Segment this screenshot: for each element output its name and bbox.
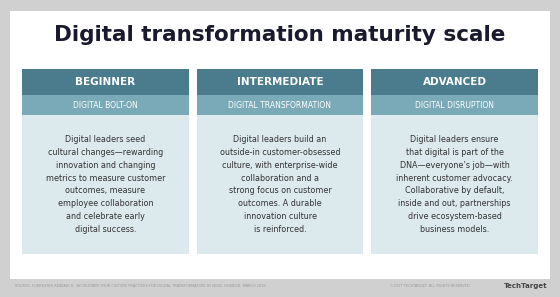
Text: DIGITAL DISRUPTION: DIGITAL DISRUPTION [415,100,494,110]
FancyBboxPatch shape [22,69,189,95]
FancyBboxPatch shape [197,95,363,115]
Text: DIGITAL TRANSFORMATION: DIGITAL TRANSFORMATION [228,100,332,110]
Text: DIGITAL BOLT-ON: DIGITAL BOLT-ON [73,100,138,110]
FancyBboxPatch shape [371,69,538,254]
Text: Digital transformation maturity scale: Digital transformation maturity scale [54,25,506,45]
FancyBboxPatch shape [22,95,189,115]
Text: SOURCE: FORRESTER RESEARCH, ‘ACCELERATE YOUR CULTURE PRACTICES FOR DIGITAL TRANS: SOURCE: FORRESTER RESEARCH, ‘ACCELERATE … [15,284,265,288]
FancyBboxPatch shape [371,69,538,95]
FancyBboxPatch shape [197,69,363,254]
Text: INTERMEDIATE: INTERMEDIATE [237,77,323,87]
Text: Digital leaders build an
outside-in customer-obsessed
culture, with enterprise-w: Digital leaders build an outside-in cust… [220,135,340,234]
FancyBboxPatch shape [10,11,550,279]
Text: TechTarget: TechTarget [505,283,548,289]
Text: ADVANCED: ADVANCED [423,77,487,87]
FancyBboxPatch shape [22,69,189,254]
FancyBboxPatch shape [197,69,363,95]
Text: BEGINNER: BEGINNER [75,77,136,87]
Text: ©2017 TECHTARGET. ALL RIGHTS RESERVED.: ©2017 TECHTARGET. ALL RIGHTS RESERVED. [390,284,471,288]
FancyBboxPatch shape [371,95,538,115]
Text: Digital leaders ensure
that digital is part of the
DNA—everyone’s job—with
inher: Digital leaders ensure that digital is p… [396,135,513,234]
Text: Digital leaders seed
cultural changes—rewarding
innovation and changing
metrics : Digital leaders seed cultural changes—re… [45,135,165,234]
